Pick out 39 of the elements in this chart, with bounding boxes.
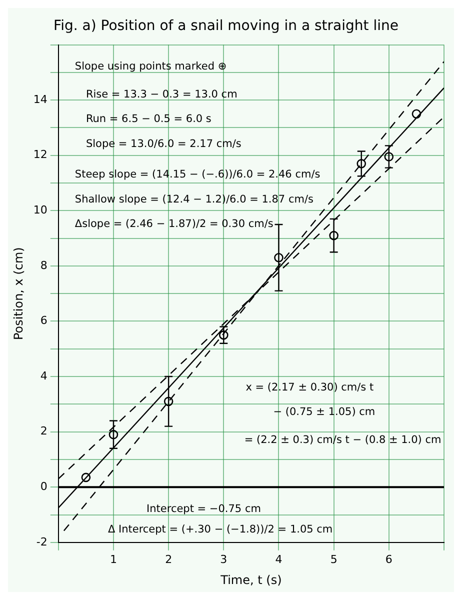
y-tick-label: 4 — [40, 369, 48, 382]
annotation: Intercept = −0.75 cm — [146, 502, 261, 515]
y-tick-label: 2 — [40, 424, 48, 438]
y-axis-title: Position, x (cm) — [11, 247, 26, 340]
annotation: Rise = 13.3 − 0.3 = 13.0 cm — [86, 88, 238, 100]
annotation: − (0.75 ± 1.05) cm — [273, 406, 376, 418]
annotation: = (2.2 ± 0.3) cm/s t − (0.8 ± 1.0) cm — [244, 434, 442, 446]
point — [164, 396, 174, 406]
chart-title: Fig. a) Position of a snail moving in a straight line — [54, 18, 398, 34]
annotation: Δ Intercept = (+.30 − (−1.8))/2 = 1.05 cm — [108, 524, 333, 536]
point — [329, 230, 338, 240]
point — [412, 109, 422, 119]
point — [219, 330, 228, 340]
y-tick-label: 6 — [40, 314, 48, 328]
annotation: Steep slope = (14.15 − (−.6))/6.0 = 2.46 cm/s — [74, 168, 320, 180]
y-tick-label: 12 — [33, 148, 48, 162]
x-axis-title: Time, t (s) — [220, 572, 282, 587]
point — [356, 159, 366, 168]
annotation: Slope using points marked ⊕ — [74, 60, 227, 73]
annotation: x = (2.17 ± 0.30) cm/s t — [246, 381, 374, 394]
point — [384, 152, 394, 162]
annotation: Slope = 13.0/6.0 = 2.17 cm/s — [86, 138, 242, 150]
y-tick-label: -2 — [36, 535, 48, 548]
x-tick-label: 4 — [275, 552, 282, 566]
annotation: Run = 6.5 − 0.5 = 6.0 s — [86, 113, 212, 126]
y-tick-label: 0 — [40, 480, 48, 493]
x-tick-label: 6 — [385, 552, 392, 566]
y-tick-label: 10 — [33, 204, 48, 217]
x-tick-label: 5 — [330, 552, 338, 566]
x-tick-label: 3 — [220, 552, 228, 566]
x-tick-label: 2 — [165, 552, 172, 566]
y-tick-label: 14 — [33, 92, 48, 106]
y-tick-label: 8 — [40, 258, 48, 272]
point — [81, 472, 91, 482]
x-tick-label: 1 — [110, 552, 117, 566]
point — [274, 253, 284, 262]
annotation: Shallow slope = (12.4 − 1.2)/6.0 = 1.87 cm/s — [74, 193, 314, 206]
point — [108, 430, 118, 440]
annotation: Δslope = (2.46 − 1.87)/2 = 0.30 cm/s — [74, 218, 274, 230]
